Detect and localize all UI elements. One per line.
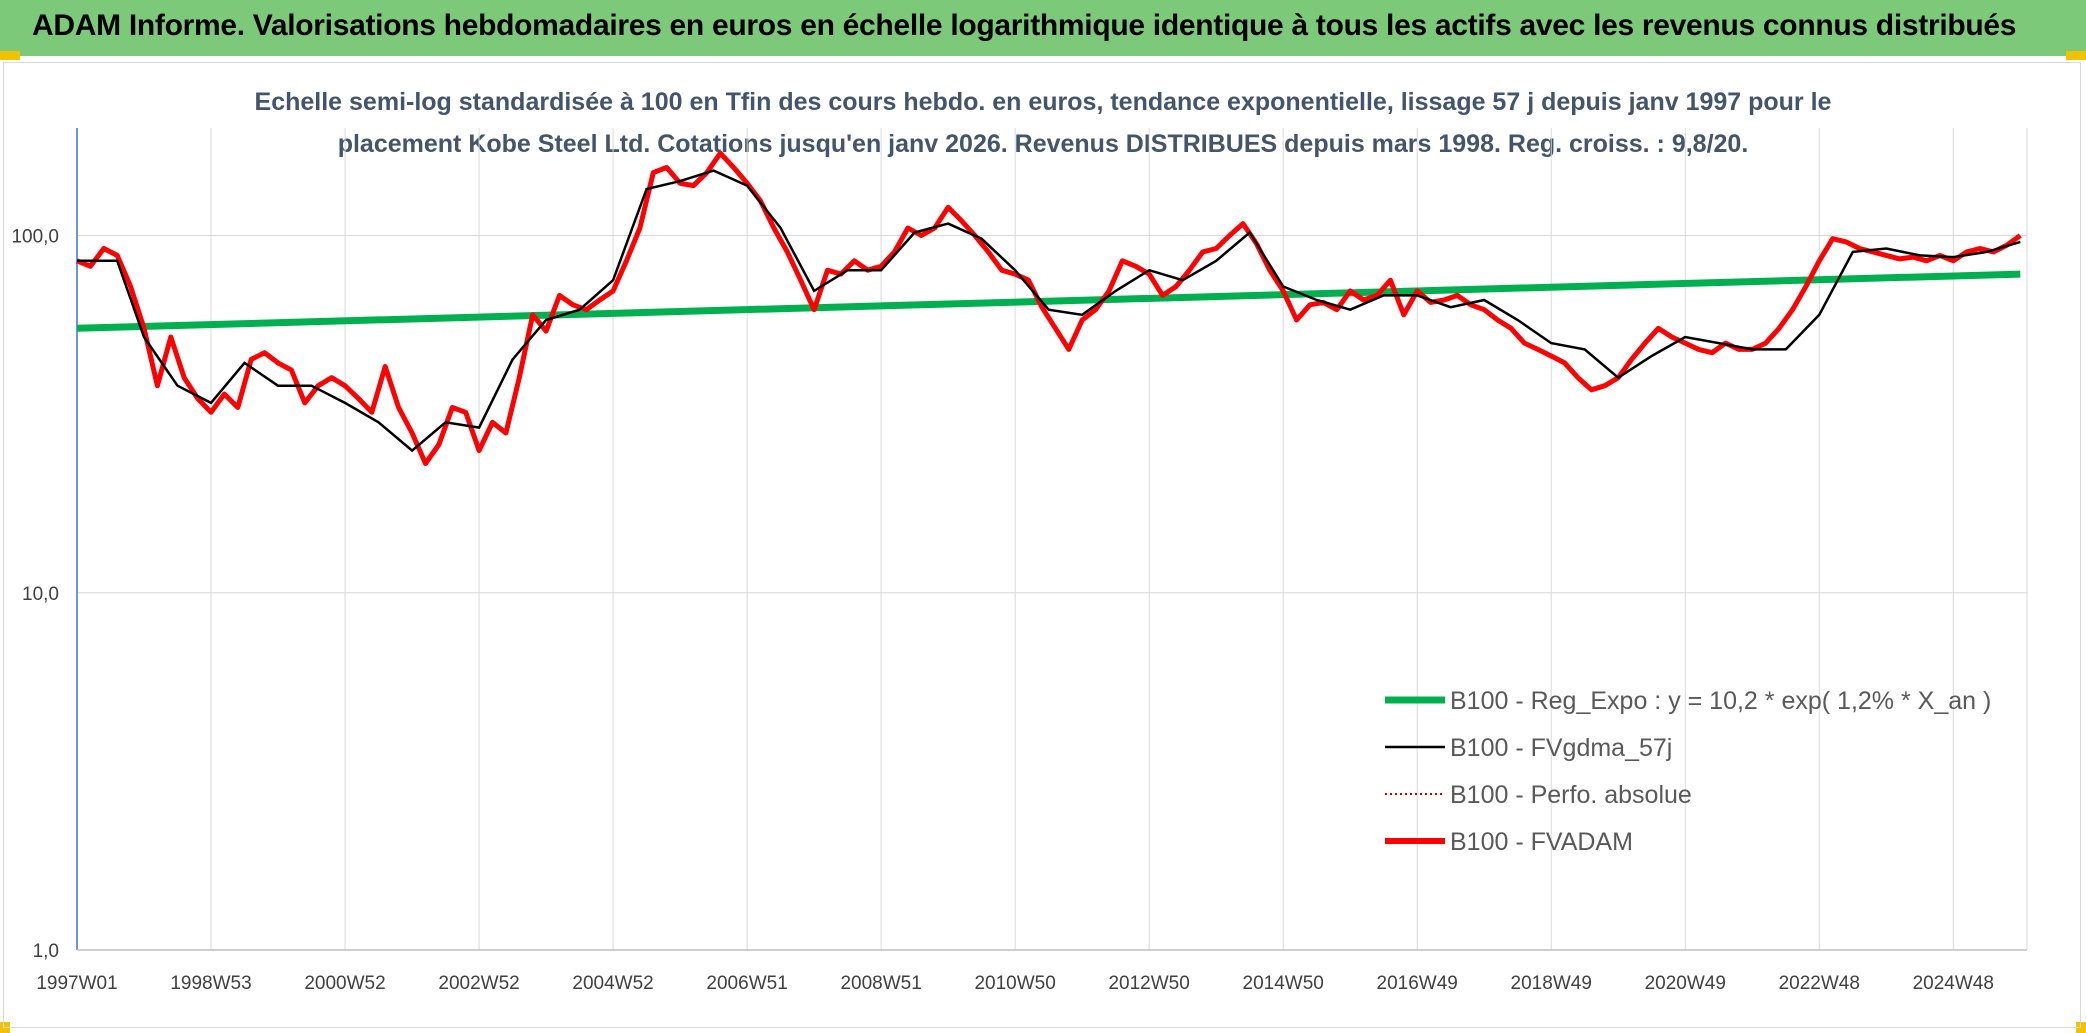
x-tick-label: 1997W01 (36, 973, 117, 994)
y-tick-label: 10,0 (22, 584, 59, 605)
series-line-thick-green (76, 270, 2021, 332)
legend-entry: B100 - FVADAM (1450, 828, 1633, 856)
chart-subtitle-line2: placement Kobe Steel Ltd. Cotations jusq… (338, 130, 1749, 158)
legend-entry: B100 - Perfo. absolue (1450, 781, 1692, 809)
x-tick-label: 2004W52 (572, 973, 653, 994)
series-lines (76, 150, 2022, 466)
legend-entry: B100 - Reg_Expo : y = 10,2 * exp( 1,2% *… (1450, 687, 1991, 715)
x-tick-label: 1998W53 (170, 973, 251, 994)
x-tick-label: 2022W48 (1779, 973, 1860, 994)
x-tick-label: 2006W51 (706, 973, 787, 994)
series-line-thick-red (76, 150, 2022, 466)
x-tick-label: 2024W48 (1913, 973, 1994, 994)
x-tick-label: 2014W50 (1243, 973, 1324, 994)
series-line-thin-black (77, 169, 2021, 453)
y-tick-label: 100,0 (11, 227, 59, 248)
corner-marker-left (0, 51, 20, 60)
x-tick-label: 2018W49 (1511, 973, 1592, 994)
x-tick-label: 2010W50 (974, 973, 1055, 994)
corner-marker-bottom-right (2076, 1022, 2086, 1033)
chart-frame (3, 62, 2081, 1028)
x-tick-label: 2000W52 (304, 973, 385, 994)
corner-marker-right (2066, 51, 2086, 60)
x-tick-label: 2012W50 (1108, 973, 1189, 994)
x-tick-label: 2016W49 (1377, 973, 1458, 994)
report-title: ADAM Informe. Valorisations hebdomadaire… (32, 9, 2017, 42)
x-tick-label: 2008W51 (840, 973, 921, 994)
chart-subtitle-line1: Echelle semi-log standardisée à 100 en T… (255, 88, 1832, 116)
x-tick-label: 2002W52 (438, 973, 519, 994)
grid-lines (77, 128, 2028, 950)
y-tick-label: 1,0 (33, 941, 59, 962)
axes: 1997W01 1998W53 2000W52 2002W52 2004W52 2006W… (11, 128, 2027, 994)
legend-entry: B100 - FVgdma_57j (1450, 734, 1672, 762)
title-banner: ADAM Informe. Valorisations hebdomadaire… (0, 0, 2086, 56)
legend: B100 - Reg_Expo : y = 10,2 * exp( 1,2% *… (1385, 687, 1991, 856)
x-tick-label: 2020W49 (1645, 973, 1726, 994)
